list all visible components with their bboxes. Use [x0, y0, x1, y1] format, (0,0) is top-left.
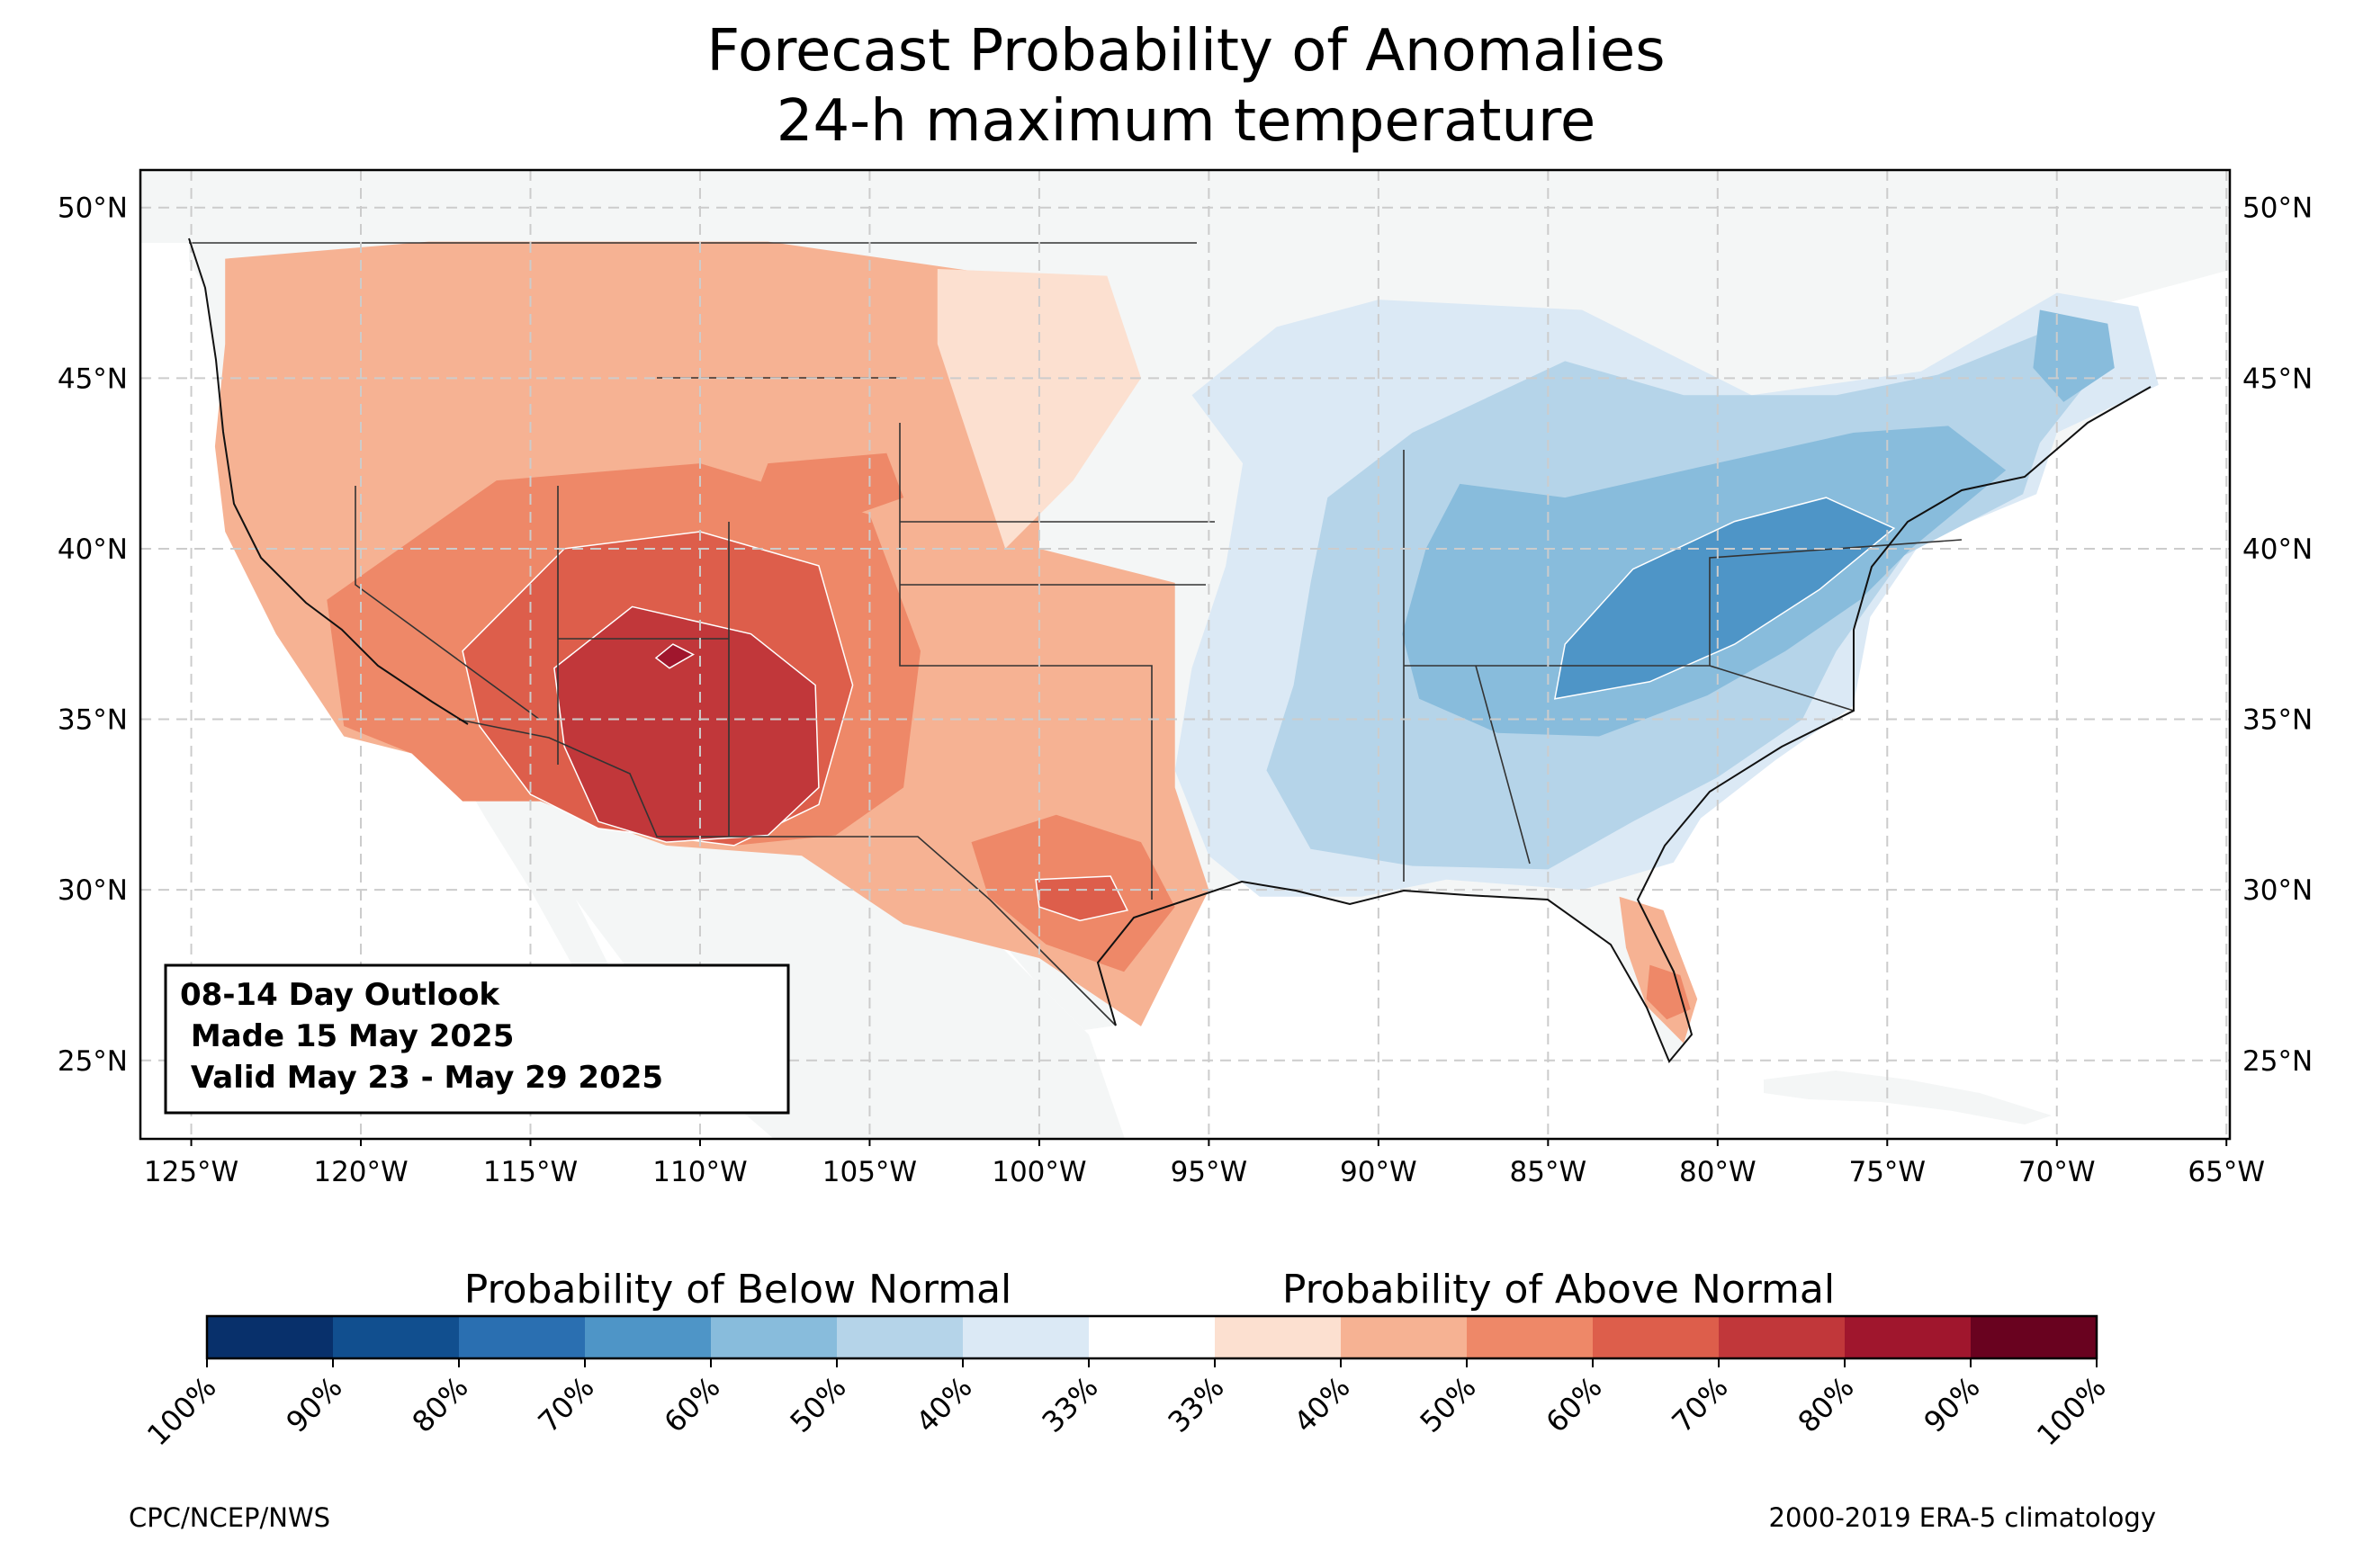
colorbar-tick-label: 33% — [1161, 1370, 1230, 1439]
colorbar: Probability of Below Normal Probability … — [140, 1267, 2113, 1452]
outlook-valid-range: Valid May 23 - May 29 2025 — [180, 1060, 663, 1096]
axis-labels: 125°W 120°W 115°W 110°W 105°W 100°W 95°W 90°W 85… — [58, 193, 2313, 1188]
colorbar-tick-label: 40% — [1287, 1370, 1356, 1439]
anomaly-region-above-60-9 — [1646, 964, 1691, 1020]
colorbar-tick-label: 80% — [405, 1370, 474, 1439]
state-line-east — [1403, 450, 1963, 882]
colorbar-segment — [1971, 1316, 2098, 1358]
lat-tick-label-right: 30°N — [2242, 874, 2313, 907]
lat-tick-label-left: 35°N — [58, 704, 128, 737]
colorbar-segments — [207, 1316, 2098, 1358]
colorbar-segment — [1089, 1316, 1216, 1358]
lon-tick-label: 85°W — [1510, 1156, 1587, 1188]
lat-tick-label-left: 30°N — [58, 874, 128, 907]
anomaly-layer — [214, 241, 2159, 1044]
lat-tick-label-right: 25°N — [2242, 1045, 2313, 1078]
colorbar-tick-label: 60% — [1539, 1370, 1608, 1439]
lat-tick-label-right: 45°N — [2242, 363, 2313, 395]
colorbar-tick-label: 50% — [783, 1370, 852, 1439]
anomaly-region-below-70-14 — [1553, 497, 1896, 700]
state-line-four-corners — [557, 486, 730, 837]
outlook-info-box: 08-14 Day Outlook Made 15 May 2025 Valid… — [164, 963, 790, 1115]
outlook-period: 08-14 Day Outlook — [180, 977, 500, 1013]
colorbar-segment — [1845, 1316, 1972, 1358]
colorbar-segment — [459, 1316, 586, 1358]
anomaly-region-above-80-3 — [553, 605, 820, 843]
colorbar-segment — [1215, 1316, 1342, 1358]
colorbar-segment — [711, 1316, 838, 1358]
colorbar-tick-label: 100% — [2030, 1370, 2113, 1453]
anomaly-region-above-60-5 — [750, 452, 904, 522]
land-cuba — [1764, 1071, 2052, 1124]
border-us-mexico — [458, 719, 1117, 1026]
colorbar-segment — [837, 1316, 964, 1358]
lon-tick-label: 100°W — [992, 1156, 1086, 1188]
outlook-made-date: Made 15 May 2025 — [180, 1018, 514, 1054]
colorbar-segment — [1341, 1316, 1468, 1358]
lat-tick-label-right: 40°N — [2242, 533, 2313, 566]
colorbar-tick-label: 50% — [1413, 1370, 1482, 1439]
colorbar-ticks: 100% 90% 80% 70% 60% 50% 40% 33% 33% 40% 50% 60% 70%… — [140, 1358, 2113, 1452]
lat-tick-label-left: 25°N — [58, 1045, 128, 1078]
lon-tick-label: 125°W — [144, 1156, 238, 1188]
colorbar-segment — [207, 1316, 334, 1358]
colorbar-segment — [963, 1316, 1090, 1358]
colorbar-tick-label: 70% — [531, 1370, 600, 1439]
colorbar-above-label: Probability of Above Normal — [1282, 1267, 1835, 1313]
map-frame — [139, 168, 2232, 1141]
lon-tick-label: 95°W — [1171, 1156, 1248, 1188]
colorbar-segment — [333, 1316, 460, 1358]
anomaly-region-above-90-4 — [654, 643, 695, 669]
colorbar-frame — [205, 1314, 2098, 1360]
colorbar-segment — [1593, 1316, 1720, 1358]
colorbar-tick-label: 60% — [657, 1370, 726, 1439]
lon-tick-label: 115°W — [483, 1156, 578, 1188]
colorbar-below-label: Probability of Below Normal — [464, 1267, 1012, 1313]
map-title: Forecast Probability of Anomalies 24-h m… — [0, 16, 2372, 157]
coastline-west — [188, 237, 469, 725]
title-line-2: 24-h maximum temperature — [776, 88, 1596, 155]
footer-source: CPC/NCEP/NWS — [129, 1502, 331, 1533]
lon-tick-label: 105°W — [822, 1156, 917, 1188]
state-boundaries — [189, 242, 1963, 1026]
lon-tick-label: 120°W — [313, 1156, 408, 1188]
anomaly-region-above-70-7 — [1035, 875, 1129, 922]
colorbar-tick-label: 100% — [140, 1370, 223, 1453]
colorbar-segment — [585, 1316, 712, 1358]
footer-climatology: 2000-2019 ERA-5 climatology — [1768, 1502, 2156, 1533]
lon-tick-label: 75°W — [1848, 1156, 1926, 1188]
colorbar-tick-label: 80% — [1791, 1370, 1860, 1439]
lat-tick-label-right: 35°N — [2242, 704, 2313, 737]
colorbar-segment — [1719, 1316, 1846, 1358]
lon-tick-label: 110°W — [652, 1156, 747, 1188]
coastline-east — [1096, 386, 2152, 1063]
title-line-1: Forecast Probability of Anomalies — [706, 18, 1666, 85]
colorbar-tick-label: 33% — [1035, 1370, 1104, 1439]
colorbar-tick-label: 70% — [1665, 1370, 1734, 1439]
state-line-nv-az — [355, 486, 541, 721]
lat-tick-label-left: 45°N — [58, 363, 128, 395]
lon-tick-label: 65°W — [2188, 1156, 2265, 1188]
colorbar-tick-label: 40% — [909, 1370, 978, 1439]
lat-tick-label-right: 50°N — [2242, 193, 2313, 225]
lon-tick-label: 90°W — [1340, 1156, 1417, 1188]
lat-tick-label-left: 50°N — [58, 193, 128, 225]
colorbar-tick-label: 90% — [1917, 1370, 1986, 1439]
lat-tick-label-left: 40°N — [58, 533, 128, 566]
lon-tick-label: 80°W — [1679, 1156, 1757, 1188]
lon-tick-label: 70°W — [2018, 1156, 2096, 1188]
colorbar-tick-label: 90% — [279, 1370, 348, 1439]
colorbar-segment — [1467, 1316, 1594, 1358]
